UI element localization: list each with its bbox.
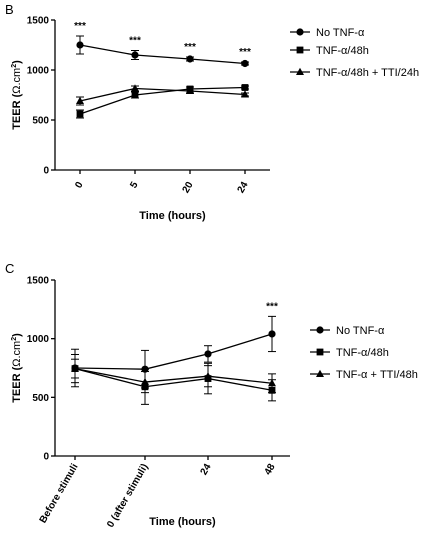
x-tick-label: 24 (199, 462, 214, 478)
x-axis-title: Time (hours) (139, 210, 206, 222)
series-line (74, 367, 273, 391)
y-tick-label: 0 (43, 166, 49, 177)
x-tick-label: Before stimuli (38, 462, 81, 525)
legend-entry: No TNF-α (290, 27, 365, 39)
legend-marker (316, 326, 324, 334)
series-square (76, 84, 249, 119)
legend-entry: TNF-α/48h (290, 45, 369, 57)
data-point (204, 350, 212, 358)
y-axis-title: TEER (Ω.cm2) (11, 333, 23, 403)
y-tick-label: 500 (32, 116, 49, 127)
data-point (241, 84, 249, 91)
legend-marker (296, 28, 304, 36)
panel-label: B (5, 2, 14, 17)
legend-entry: TNF-α/48h + TTI/24h (290, 67, 419, 79)
legend-label: TNF-α + TTI/48h (336, 369, 418, 381)
legend-label: TNF-α/48h (316, 45, 369, 57)
data-point (76, 41, 84, 49)
data-point (268, 330, 276, 338)
data-point (186, 55, 194, 63)
x-tick-label: 0 (after stimuli) (105, 462, 150, 530)
y-tick-label: 1000 (27, 66, 50, 77)
y-tick-label: 1500 (27, 276, 50, 287)
x-axis-title: Time (hours) (149, 516, 216, 528)
chart-panel-b: B 0 500 1000 1500 0 5 20 24 Time (hours) TEER (Ω.c… (5, 2, 419, 222)
legend-marker (316, 369, 324, 377)
data-point (76, 96, 84, 104)
legend-marker (316, 348, 324, 356)
series-line (79, 87, 246, 102)
series-circle (71, 315, 276, 389)
legend-label: TNF-α/48h (336, 347, 389, 359)
chart-panel-c: C 0 500 1000 1500 Before stimuli 0 (after stim… (5, 261, 418, 530)
significance-annotation: *** (239, 47, 251, 58)
significance-annotation: *** (74, 21, 86, 32)
data-point (241, 59, 249, 68)
x-tick-label: 20 (181, 180, 196, 196)
y-axis-title-end: ) (11, 333, 23, 337)
legend-entry: No TNF-α (310, 325, 385, 337)
y-axis-title-unit: Ω.cm (11, 341, 23, 367)
data-point (131, 91, 139, 99)
significance-annotation: *** (184, 42, 196, 53)
data-point (204, 372, 212, 380)
y-axis-title-unit: Ω.cm (11, 68, 23, 94)
data-point (131, 51, 139, 59)
legend-marker (296, 46, 304, 54)
data-point (76, 110, 84, 118)
x-tick-label: 0 (73, 180, 86, 191)
data-point (241, 90, 249, 98)
data-point (71, 364, 79, 372)
series-triangle (76, 84, 249, 106)
series-circle (76, 35, 249, 68)
legend-entry: TNF-α + TTI/48h (310, 369, 418, 381)
y-axis-title-main: TEER ( (11, 93, 23, 129)
x-tick-label: 48 (263, 462, 278, 478)
y-axis-title-end: ) (11, 60, 23, 64)
y-axis-title-sup: 2 (11, 64, 18, 68)
legend-label: No TNF-α (316, 27, 365, 39)
series-line (74, 333, 273, 370)
legend-label: No TNF-α (336, 325, 385, 337)
data-point (186, 86, 194, 94)
panel-label: C (5, 261, 14, 276)
significance-annotation: *** (129, 36, 141, 47)
x-tick-label: 24 (236, 180, 251, 196)
series-line (74, 367, 273, 384)
legend-entry: TNF-α/48h (310, 347, 389, 359)
data-point (268, 379, 276, 387)
significance-annotation: *** (266, 301, 278, 312)
y-tick-label: 1500 (27, 16, 50, 27)
y-axis-title: TEER (Ω.cm2) (11, 60, 23, 130)
y-tick-label: 500 (32, 393, 49, 404)
x-tick-label: 5 (128, 180, 141, 191)
legend-marker (296, 67, 304, 75)
data-point (141, 377, 149, 386)
y-tick-label: 0 (43, 452, 49, 463)
y-axis-title-main: TEER ( (11, 366, 23, 402)
data-point (131, 84, 139, 92)
legend-label: TNF-α/48h + TTI/24h (316, 67, 419, 79)
y-axis-title-sup: 2 (11, 337, 18, 341)
series-line (79, 44, 246, 65)
y-tick-label: 1000 (27, 334, 50, 345)
series-triangle (71, 358, 276, 394)
series-line (79, 86, 246, 115)
